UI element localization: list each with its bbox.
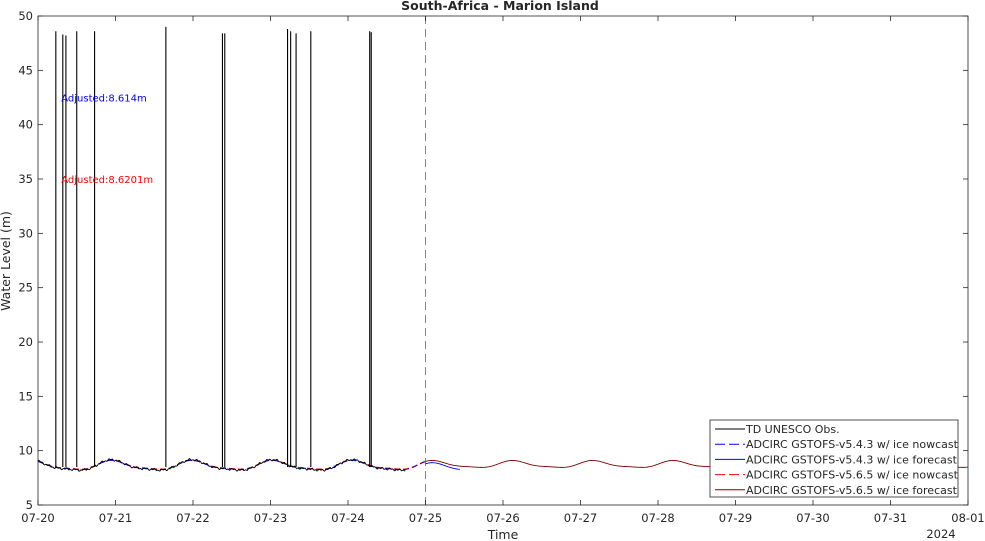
- y-tick-label: 5: [26, 498, 33, 512]
- y-tick-label: 20: [18, 335, 33, 349]
- legend-entry: ADCIRC GSTOFS-v5.6.5 w/ ice nowcast: [746, 469, 959, 482]
- chart-title: South-Africa - Marion Island: [401, 0, 599, 13]
- x-tick-label: 07-25: [409, 511, 442, 525]
- x-tick-label: 08-01: [951, 511, 984, 525]
- y-axis-label: Water Level (m): [0, 211, 13, 311]
- x-tick-label: 07-30: [796, 511, 829, 525]
- legend-entry: ADCIRC GSTOFS-v5.4.3 w/ ice forecast: [746, 453, 958, 466]
- x-tick-label: 07-27: [564, 511, 597, 525]
- y-tick-label: 50: [18, 9, 33, 23]
- x-tick-label: 07-24: [331, 511, 364, 525]
- plot-area: [37, 16, 968, 505]
- x-axis-label: Time: [487, 527, 519, 541]
- y-tick-label: 10: [18, 444, 33, 458]
- y-tick-label: 15: [18, 389, 33, 403]
- x-tick-label: 07-29: [719, 511, 752, 525]
- x-tick-label: 07-28: [641, 511, 674, 525]
- legend-box: [709, 419, 959, 498]
- y-tick-label: 35: [18, 172, 33, 186]
- y-tick-label: 25: [18, 281, 33, 295]
- legend-entry: ADCIRC GSTOFS-v5.4.3 w/ ice nowcast: [746, 438, 959, 451]
- y-tick-label: 30: [18, 226, 33, 240]
- legend-entry: TD UNESCO Obs.: [745, 423, 840, 436]
- axis-ticks: 5 10 15 20 25 30 35 40 45 50 07-20 07-21 07-22 07-23 0…: [18, 9, 984, 525]
- legend-entry: ADCIRC GSTOFS-v5.6.5 w/ ice forecast: [746, 484, 958, 497]
- adjusted-annotation: Adjusted:8.6201m: [61, 175, 153, 186]
- x-year-label: 2024: [926, 527, 955, 541]
- series-adcirc-gstofs-v5-4-3-w-ice-forecast-line: [425, 462, 460, 470]
- adjusted-annotation: Adjusted:8.614m: [61, 94, 147, 105]
- series-td-unesco-obs-line: [37, 457, 406, 472]
- legend: TD UNESCO Obs. ADCIRC GSTOFS-v5.4.3 w/ ic…: [709, 419, 959, 498]
- x-tick-label: 07-23: [254, 511, 287, 525]
- x-tick-label: 07-20: [21, 511, 54, 525]
- x-tick-label: 07-22: [176, 511, 209, 525]
- x-tick-label: 07-26: [486, 511, 519, 525]
- x-tick-label: 07-31: [874, 511, 907, 525]
- y-tick-label: 45: [18, 63, 33, 77]
- annotations: Adjusted:8.614m Adjusted:8.6201m: [61, 94, 153, 187]
- y-tick-label: 40: [18, 118, 33, 132]
- x-tick-label: 07-21: [99, 511, 132, 525]
